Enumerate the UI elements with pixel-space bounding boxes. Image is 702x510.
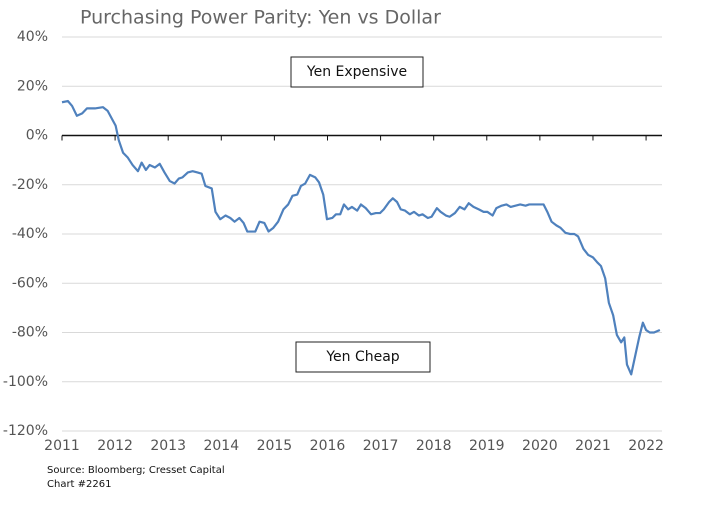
chart-title: Purchasing Power Parity: Yen vs Dollar xyxy=(80,7,441,29)
y-tick-label: 20% xyxy=(17,78,48,94)
annotation-box xyxy=(295,341,431,373)
y-tick-label: -100% xyxy=(3,374,48,390)
x-tick-label: 2019 xyxy=(469,438,505,454)
x-tick-label: 2017 xyxy=(363,438,399,454)
y-tick-label: -80% xyxy=(12,325,48,341)
y-tick-label: 40% xyxy=(17,29,48,45)
x-tick-label: 2011 xyxy=(44,438,80,454)
data-line xyxy=(61,99,661,376)
y-tick-label: -120% xyxy=(3,423,48,439)
annotation: Yen Expensive xyxy=(306,64,407,80)
x-tick-label: 2012 xyxy=(97,438,133,454)
x-tick-label: 2013 xyxy=(150,438,186,454)
chart-id: Chart #2261 xyxy=(47,479,112,490)
x-tick-label: 2016 xyxy=(310,438,346,454)
x-tick-label: 2014 xyxy=(203,438,239,454)
annotation: Yen Cheap xyxy=(325,349,399,365)
annotation-box xyxy=(290,56,424,88)
y-tick-label: -40% xyxy=(12,226,48,242)
x-tick-label: 2021 xyxy=(575,438,611,454)
x-tick-label: 2018 xyxy=(416,438,452,454)
y-tick-label: 0% xyxy=(26,128,48,144)
x-tick-label: 2022 xyxy=(628,438,664,454)
x-tick-label: 2020 xyxy=(522,438,558,454)
source: Source: Bloomberg; Cresset Capital xyxy=(47,465,225,476)
y-tick-label: -20% xyxy=(12,177,48,193)
x-tick-label: 2015 xyxy=(257,438,293,454)
y-tick-label: -60% xyxy=(12,275,48,291)
